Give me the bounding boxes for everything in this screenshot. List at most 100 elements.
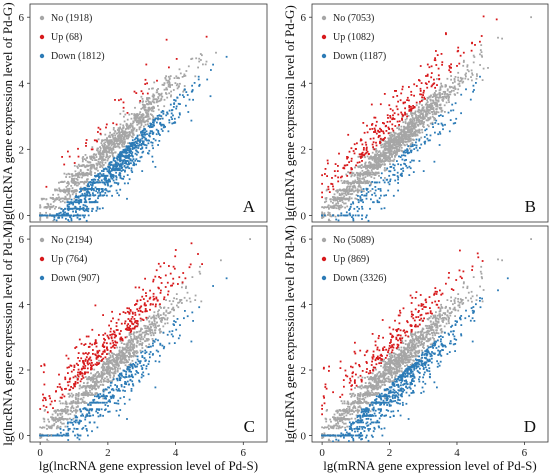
point-no <box>107 364 110 367</box>
point-up <box>327 185 330 188</box>
point-no <box>369 183 372 186</box>
point-no <box>406 131 409 134</box>
point-down <box>102 174 105 177</box>
point-down <box>321 214 323 217</box>
point-down <box>109 175 112 178</box>
point-up <box>434 59 437 62</box>
point-no <box>429 98 432 101</box>
point-no <box>52 417 55 420</box>
point-down <box>439 114 442 117</box>
point-down <box>122 159 124 162</box>
point-no <box>109 354 112 357</box>
point-down <box>121 162 124 165</box>
point-down <box>110 170 113 172</box>
point-no <box>133 336 136 339</box>
point-no <box>356 182 358 184</box>
point-no <box>114 144 116 146</box>
point-down <box>149 130 152 132</box>
point-no <box>155 326 157 329</box>
point-no <box>404 136 406 139</box>
point-down <box>119 158 122 161</box>
point-up <box>45 185 48 188</box>
point-no <box>146 115 149 118</box>
point-no <box>383 144 386 147</box>
point-no <box>437 111 440 114</box>
point-no <box>414 129 417 132</box>
point-no <box>87 377 89 380</box>
point-no <box>411 122 414 125</box>
point-no <box>64 408 66 410</box>
point-no <box>52 193 54 196</box>
point-down <box>80 201 83 204</box>
point-no <box>138 134 141 136</box>
point-no <box>326 188 328 191</box>
point-no <box>150 317 153 320</box>
point-no <box>439 88 442 91</box>
point-up <box>344 164 347 167</box>
point-no <box>39 426 42 429</box>
point-no <box>104 368 107 371</box>
point-down <box>345 211 348 214</box>
point-up <box>394 90 396 92</box>
point-no <box>421 128 423 131</box>
point-no <box>96 164 99 167</box>
point-up <box>73 162 76 164</box>
point-down <box>110 173 113 176</box>
point-down <box>124 156 126 158</box>
point-down <box>71 201 74 204</box>
point-down <box>111 194 113 197</box>
point-no <box>375 167 377 169</box>
point-down <box>452 109 455 112</box>
point-no <box>473 56 476 58</box>
point-down <box>397 178 399 181</box>
point-no <box>107 139 110 142</box>
point-down <box>87 190 90 193</box>
point-no <box>54 411 57 414</box>
point-no <box>458 82 461 85</box>
point-no <box>133 113 136 115</box>
point-no <box>332 202 334 204</box>
point-down <box>61 214 64 217</box>
point-down <box>91 210 93 212</box>
point-no <box>81 189 84 191</box>
point-up <box>388 127 390 130</box>
point-down <box>75 195 77 197</box>
point-no <box>59 402 62 405</box>
point-up <box>373 116 376 119</box>
point-down <box>71 207 74 210</box>
point-no <box>159 331 161 334</box>
point-no <box>334 199 337 202</box>
point-no <box>343 195 346 198</box>
point-down <box>86 193 88 195</box>
point-down <box>124 170 126 173</box>
point-up <box>361 143 364 146</box>
point-no <box>97 374 100 376</box>
point-no <box>172 308 175 311</box>
point-no <box>117 143 120 145</box>
point-no <box>70 180 73 183</box>
point-no <box>126 137 129 140</box>
point-down <box>112 164 114 167</box>
point-down <box>67 214 70 217</box>
point-down <box>108 162 111 164</box>
point-no <box>133 331 135 334</box>
point-no <box>348 198 351 200</box>
point-no <box>132 338 134 341</box>
point-no <box>39 216 42 219</box>
point-no <box>416 116 418 119</box>
point-up <box>359 155 362 158</box>
point-no <box>465 72 467 75</box>
point-no <box>341 205 344 208</box>
y-tick-label: 0 <box>301 210 307 222</box>
point-up <box>482 15 485 18</box>
point-no <box>429 107 432 110</box>
point-no <box>411 121 414 123</box>
point-no <box>428 105 431 108</box>
point-no <box>124 133 127 136</box>
point-no <box>442 98 445 100</box>
point-no <box>93 153 96 155</box>
point-down <box>123 159 126 161</box>
point-no <box>381 143 384 146</box>
point-no <box>397 142 400 145</box>
point-up <box>426 63 429 66</box>
